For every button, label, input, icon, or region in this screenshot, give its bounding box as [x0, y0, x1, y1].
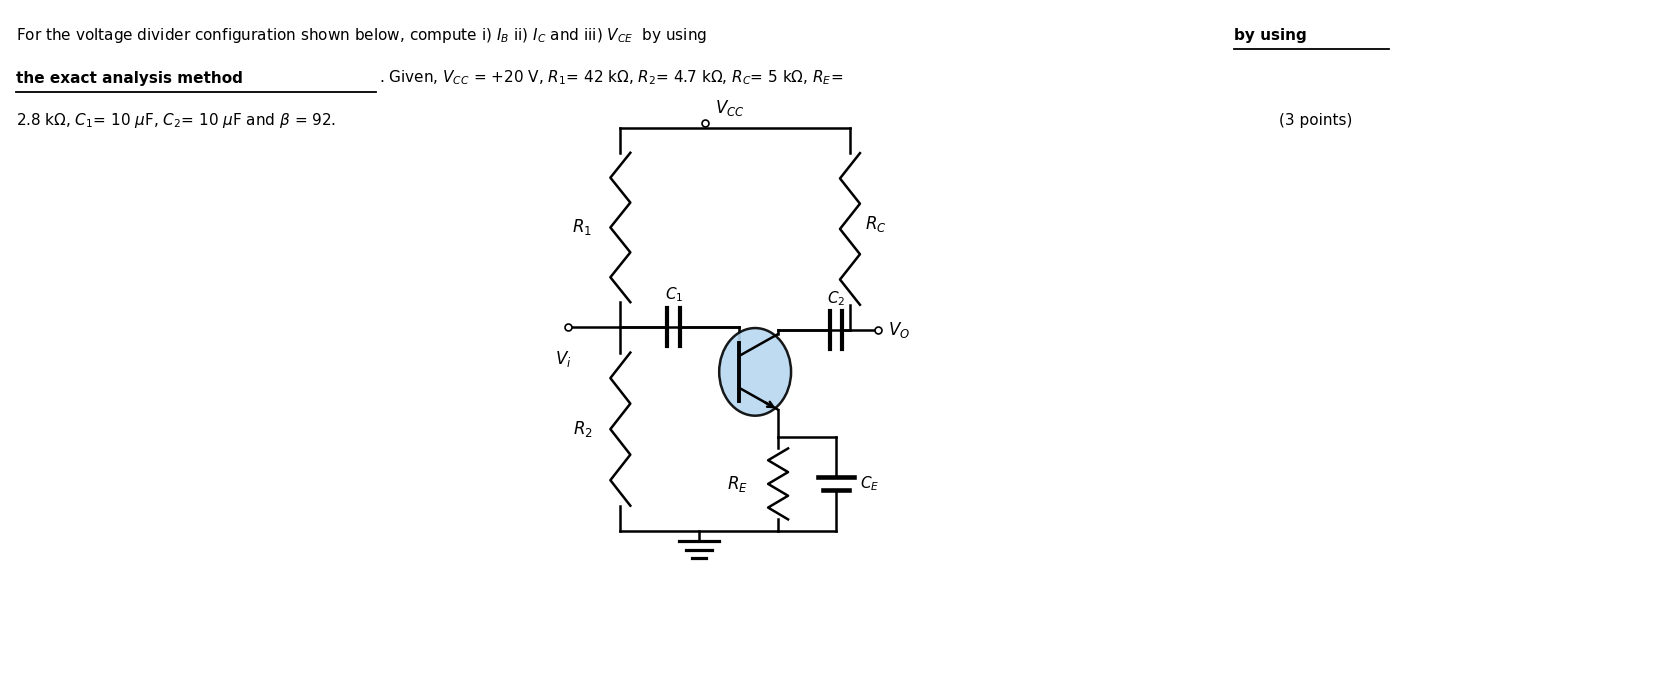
Text: $R_C$: $R_C$ — [865, 214, 886, 234]
Text: $R_2$: $R_2$ — [573, 419, 593, 439]
Text: $C_E$: $C_E$ — [860, 475, 880, 493]
Text: 2.8 k$\Omega$, $C_1$= 10 $\mu$F, $C_2$= 10 $\mu$F and $\beta$ = 92.: 2.8 k$\Omega$, $C_1$= 10 $\mu$F, $C_2$= … — [17, 111, 337, 130]
Text: (3 points): (3 points) — [1280, 113, 1353, 128]
Text: . Given, $V_{CC}$ = +20 V, $R_1$= 42 k$\Omega$, $R_2$= 4.7 k$\Omega$, $R_C$= 5 k: . Given, $V_{CC}$ = +20 V, $R_1$= 42 k$\… — [378, 69, 843, 87]
Text: $R_E$: $R_E$ — [727, 474, 749, 494]
Text: For the voltage divider configuration shown below, compute i) $I_B$ ii) $I_C$ an: For the voltage divider configuration sh… — [17, 26, 707, 45]
Text: $C_1$: $C_1$ — [664, 286, 682, 304]
Text: the exact analysis method: the exact analysis method — [17, 70, 244, 85]
Ellipse shape — [719, 328, 792, 416]
Text: $V_i$: $V_i$ — [554, 349, 571, 369]
Text: $C_2$: $C_2$ — [827, 289, 845, 308]
Text: $V_O$: $V_O$ — [888, 320, 910, 340]
Text: by using: by using — [1235, 28, 1306, 43]
Text: $R_1$: $R_1$ — [573, 218, 593, 237]
Text: $V_{CC}$: $V_{CC}$ — [715, 98, 745, 118]
